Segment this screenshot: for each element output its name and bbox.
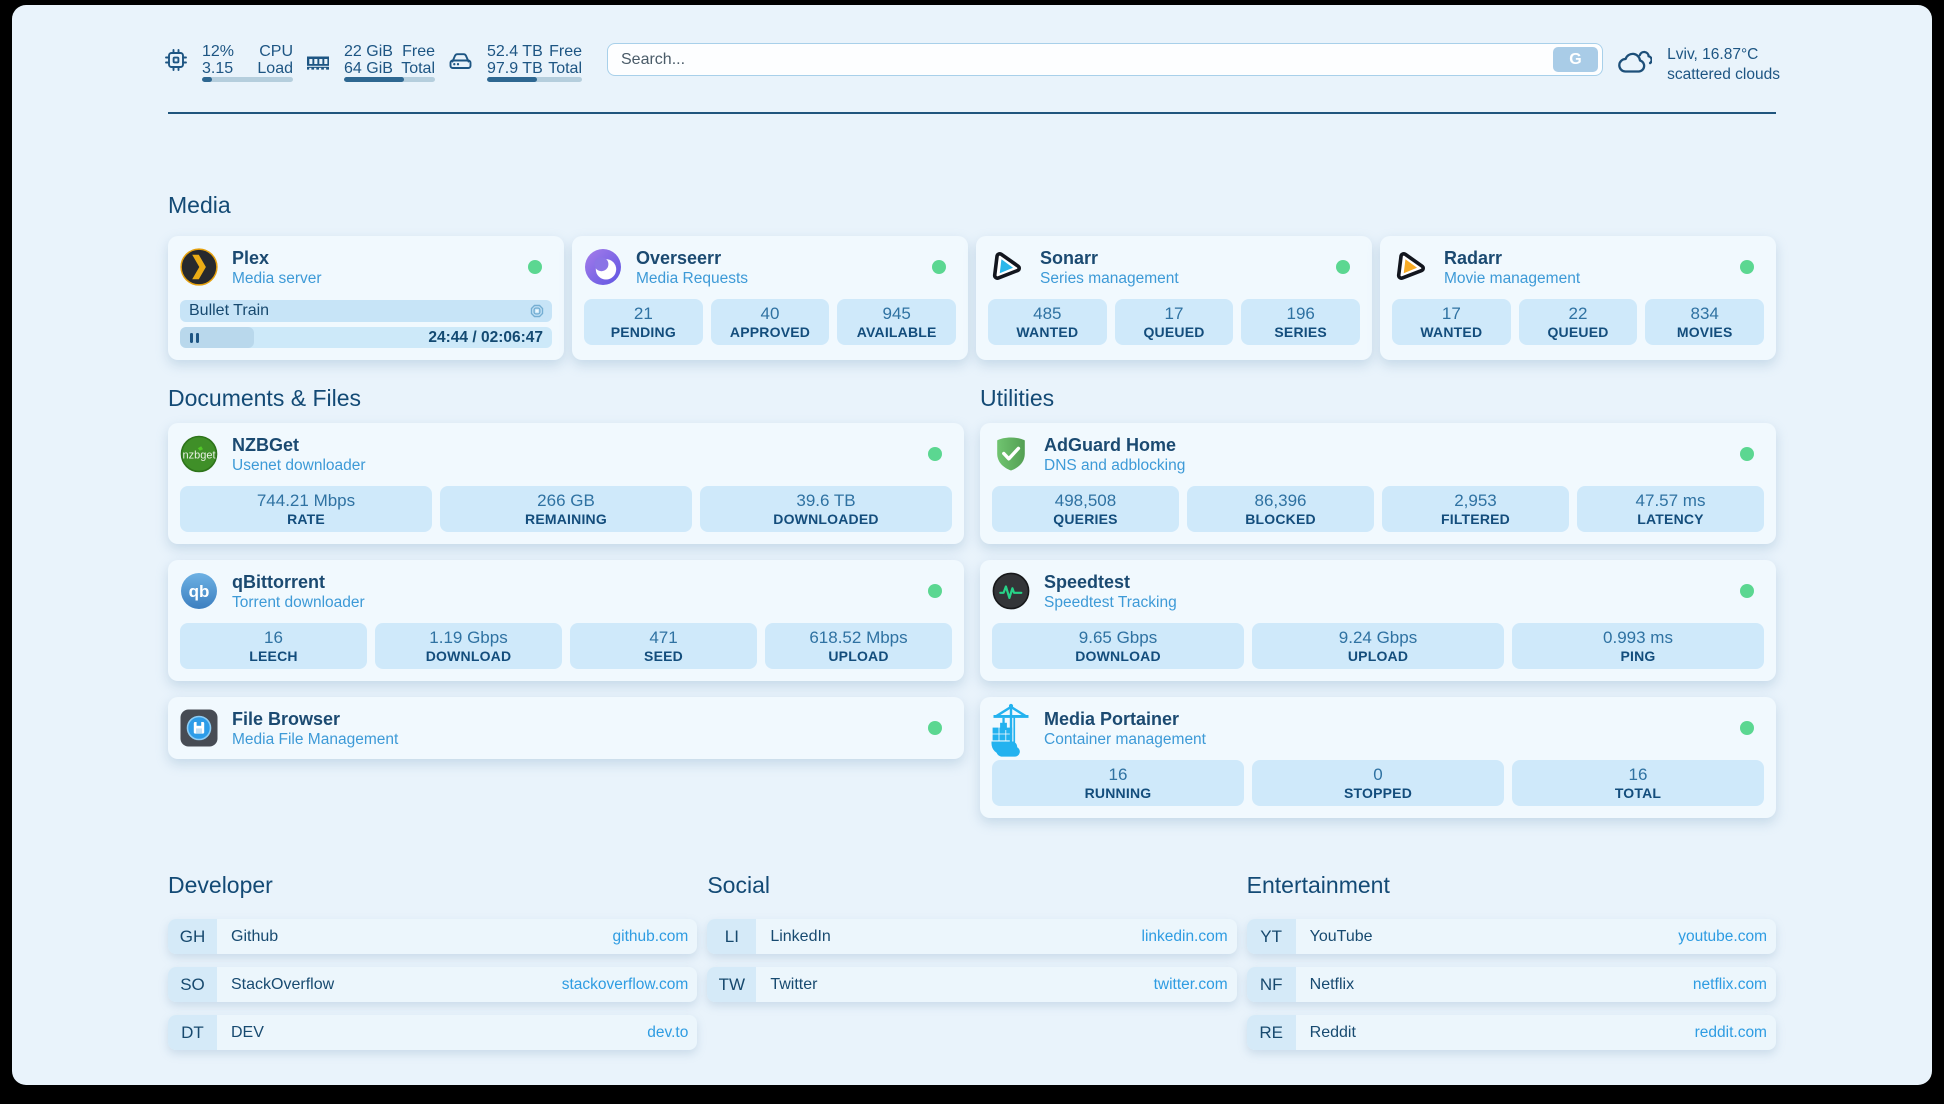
svg-text:nzbget: nzbget bbox=[182, 450, 215, 462]
svg-text:qb: qb bbox=[189, 582, 210, 601]
